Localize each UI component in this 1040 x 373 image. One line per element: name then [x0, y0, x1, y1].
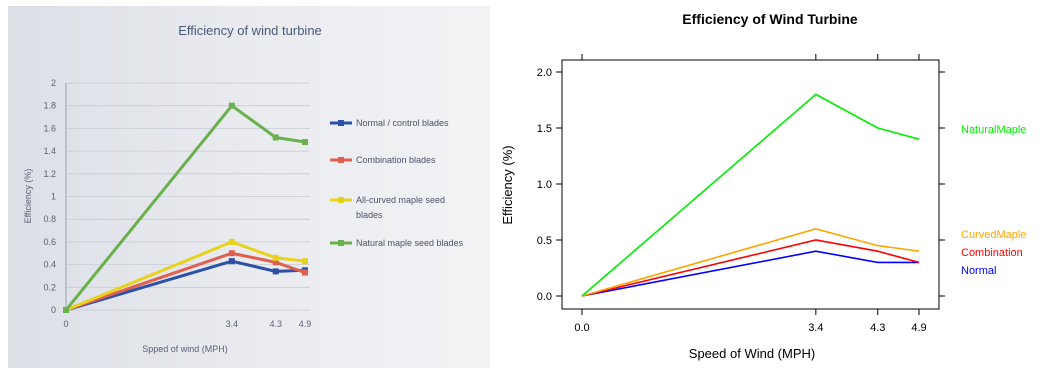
left-series-line	[65, 259, 306, 312]
left-y-tick-label: 1.2	[43, 169, 56, 179]
left-data-marker	[302, 139, 308, 146]
left-y-tick-label: 0.8	[43, 214, 56, 224]
left-x-axis-label: Spped of wind (MPH)	[142, 344, 228, 354]
right-y-axis-label: Efficiency (%)	[500, 145, 515, 224]
left-legend: Normal / control blades Combination blade…	[330, 118, 464, 248]
left-data-marker	[228, 250, 235, 257]
left-data-marker	[272, 134, 279, 141]
left-x-tick-label: 4.3	[269, 319, 282, 329]
left-legend-label: All-curved maple seed	[356, 195, 445, 205]
left-series-line	[65, 240, 306, 312]
right-series-line	[581, 227, 920, 297]
left-y-tick-label: 2	[51, 78, 56, 88]
left-series-lines	[63, 102, 308, 313]
right-x-axis-label: Speed of Wind (MPH)	[689, 346, 815, 361]
left-y-tick-label: 0.4	[43, 260, 56, 270]
right-series-lines	[581, 93, 920, 297]
left-legend-marker	[338, 197, 344, 203]
right-series-label: CurvedMaple	[961, 229, 1026, 241]
right-direct-labels: Normal Combination CurvedMaple NaturalMaple	[961, 124, 1026, 277]
left-legend-label: Natural maple seed blades	[356, 238, 464, 248]
left-data-marker	[302, 258, 308, 265]
left-y-tick-label: 1	[51, 192, 56, 202]
left-y-tick-label: 0.6	[43, 237, 56, 247]
right-y-tick-label: 0.0	[537, 291, 552, 303]
left-y-tick-label: 0.2	[43, 282, 56, 292]
left-y-tick-label: 1.6	[43, 123, 56, 133]
left-legend-marker	[338, 240, 344, 246]
right-y-tick-label: 1.5	[537, 123, 552, 135]
left-chart-title: Efficiency of wind turbine	[178, 23, 322, 38]
left-y-tick-label: 1.8	[43, 101, 56, 111]
right-series-line	[581, 239, 920, 297]
right-series-line	[581, 250, 919, 297]
right-y-axis: 0.0 0.5 1.0 1.5 2.0	[537, 67, 945, 303]
left-data-marker	[228, 102, 235, 109]
right-y-tick-label: 2.0	[537, 67, 552, 79]
left-data-marker	[272, 268, 279, 275]
left-legend-marker	[338, 157, 344, 163]
right-series-label: Normal	[961, 265, 996, 277]
right-x-axis: 0.0 3.4 4.3 4.9	[574, 54, 927, 334]
right-plot-frame	[561, 59, 940, 310]
right-y-tick-label: 1.0	[537, 179, 552, 191]
right-series-line	[581, 93, 920, 297]
left-gridlines	[66, 82, 310, 311]
left-y-tick-label: 0	[51, 305, 56, 315]
left-legend-label-cont: blades	[356, 210, 383, 220]
photo-background	[8, 6, 490, 368]
left-y-axis-label: Efficiency (%)	[23, 169, 33, 224]
left-chart-panel: Efficiency of wind turbine 0 0.2 0.4 0.6 0.8…	[8, 6, 490, 368]
left-data-marker	[272, 254, 279, 261]
left-series-line	[65, 251, 306, 312]
right-x-tick-label: 0.0	[574, 322, 589, 334]
right-series-label: NaturalMaple	[961, 124, 1026, 136]
left-x-tick-label: 0	[63, 319, 68, 329]
left-data-marker	[272, 259, 279, 266]
left-legend-label: Normal / control blades	[356, 118, 449, 128]
left-data-marker	[63, 307, 69, 313]
left-x-tick-label: 4.9	[299, 319, 312, 329]
left-legend-label: Combination blades	[356, 155, 436, 165]
right-y-tick-label: 0.5	[537, 235, 552, 247]
left-x-tick-labels: 0 3.4 4.3 4.9	[63, 319, 311, 329]
right-chart-title: Efficiency of Wind Turbine	[682, 11, 858, 27]
left-legend-marker	[338, 120, 344, 126]
left-y-tick-labels: 0 0.2 0.4 0.6 0.8 1 1.2 1.4 1.6 1.8 2	[43, 78, 56, 315]
left-data-marker	[228, 238, 235, 245]
right-chart-panel: Efficiency of Wind Turbine 0.0 0.5 1.0 1.5 2…	[500, 11, 1026, 361]
right-series-label: Combination	[961, 247, 1023, 259]
left-data-marker	[302, 269, 308, 276]
left-series-line	[64, 104, 306, 311]
left-x-tick-label: 3.4	[226, 319, 239, 329]
left-y-tick-label: 1.4	[43, 146, 56, 156]
right-x-tick-label: 3.4	[808, 322, 823, 334]
right-x-tick-label: 4.3	[870, 322, 885, 334]
right-x-tick-label: 4.9	[911, 322, 926, 334]
left-data-marker	[228, 258, 235, 265]
